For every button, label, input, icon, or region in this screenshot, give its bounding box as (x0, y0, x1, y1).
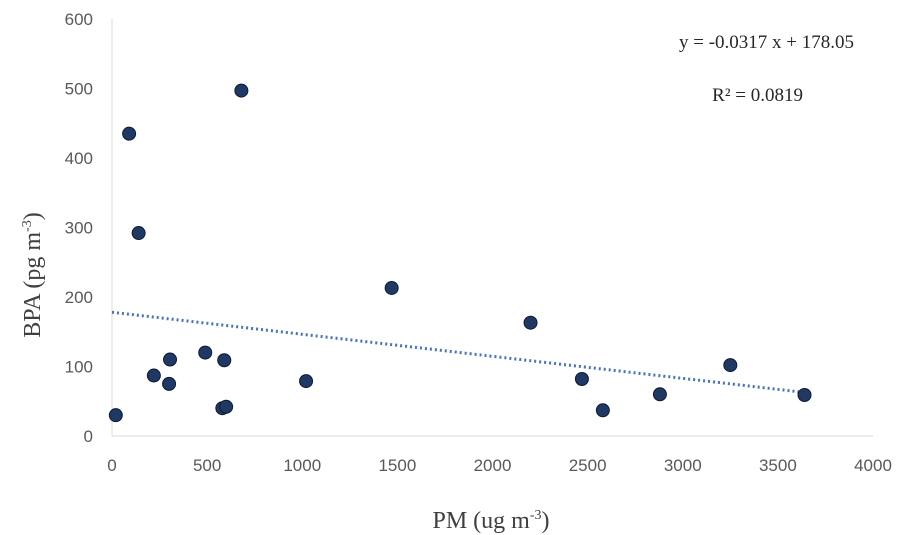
data-point (797, 387, 812, 402)
data-point (122, 126, 137, 141)
data-point (723, 358, 738, 373)
data-point (198, 345, 213, 360)
x-tick-label: 3500 (759, 456, 797, 475)
data-point (652, 387, 667, 402)
y-axis-title: BPA (pg m-3) (20, 212, 46, 338)
x-axis-title: PM (ug m-3) (432, 508, 549, 534)
data-point (146, 368, 161, 383)
y-tick-label: 500 (65, 80, 93, 99)
y-tick-label: 0 (84, 427, 93, 446)
data-point (384, 280, 399, 295)
x-tick-label: 4000 (854, 456, 892, 475)
y-tick-label: 600 (65, 10, 93, 29)
data-point (163, 352, 178, 367)
x-tick-label: 0 (107, 456, 116, 475)
x-axis-title-superscript: -3 (530, 508, 542, 523)
trendline-equation: y = -0.0317 x + 178.05 (679, 32, 854, 53)
y-tick-label: 100 (65, 358, 93, 377)
x-tick-label: 1000 (283, 456, 321, 475)
data-point (574, 372, 589, 387)
x-tick-label: 500 (193, 456, 221, 475)
y-axis-title-end: ) (20, 212, 46, 220)
data-point (595, 403, 610, 418)
x-axis-title-end: ) (542, 508, 550, 534)
r-squared-label: R² = 0.0819 (712, 85, 803, 106)
linear-trendline (111, 310, 807, 395)
data-point (523, 315, 538, 330)
data-point (162, 376, 177, 391)
y-tick-labels: 0 100 200 300 400 500 600 (65, 10, 93, 446)
x-tick-label: 2000 (474, 456, 512, 475)
y-tick-label: 200 (65, 288, 93, 307)
data-point (299, 374, 314, 389)
y-tick-label: 300 (65, 219, 93, 238)
x-tick-label: 1500 (378, 456, 416, 475)
data-point (234, 83, 249, 98)
y-axis-title-main: BPA (pg m (20, 232, 46, 338)
y-axis-title-superscript: -3 (20, 220, 35, 232)
data-points (108, 83, 812, 423)
y-tick-label: 400 (65, 149, 93, 168)
x-axis-title-main: PM (ug m (432, 508, 530, 534)
x-tick-labels: 0 500 1000 1500 2000 2500 3000 3500 4000 (107, 456, 892, 475)
data-point (217, 353, 232, 368)
x-tick-label: 2500 (569, 456, 607, 475)
x-tick-label: 3000 (664, 456, 702, 475)
data-point (131, 226, 146, 241)
data-point (219, 399, 234, 414)
data-point (108, 408, 123, 423)
